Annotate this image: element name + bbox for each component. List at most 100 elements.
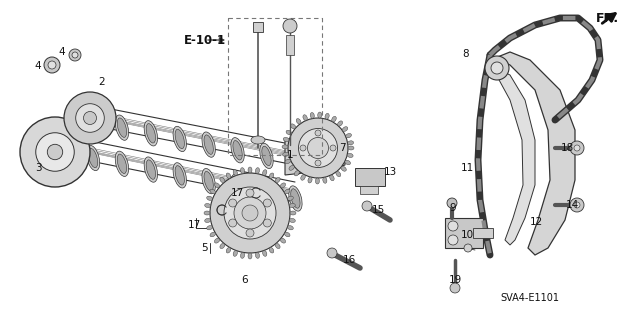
Ellipse shape: [88, 112, 98, 132]
Text: 4: 4: [35, 61, 42, 71]
Ellipse shape: [205, 204, 211, 208]
Ellipse shape: [290, 211, 296, 215]
Text: 2: 2: [99, 77, 106, 87]
Circle shape: [464, 244, 472, 252]
Ellipse shape: [233, 141, 242, 160]
Ellipse shape: [220, 177, 225, 183]
Circle shape: [491, 62, 503, 74]
Circle shape: [315, 130, 321, 136]
Ellipse shape: [289, 204, 295, 208]
Ellipse shape: [287, 226, 293, 230]
Ellipse shape: [341, 166, 346, 171]
Ellipse shape: [233, 177, 242, 197]
Circle shape: [76, 104, 104, 132]
Circle shape: [327, 248, 337, 258]
Ellipse shape: [336, 171, 340, 177]
Ellipse shape: [144, 121, 157, 146]
Ellipse shape: [289, 186, 302, 211]
Ellipse shape: [285, 159, 291, 164]
Text: 17: 17: [230, 188, 244, 198]
Ellipse shape: [269, 173, 274, 179]
Ellipse shape: [284, 232, 290, 237]
Text: 11: 11: [460, 163, 474, 173]
Text: FR.: FR.: [595, 11, 619, 25]
Text: 19: 19: [449, 275, 461, 285]
Text: 16: 16: [342, 255, 356, 265]
Circle shape: [69, 49, 81, 61]
Text: 17: 17: [188, 220, 200, 230]
Circle shape: [447, 198, 457, 208]
Ellipse shape: [86, 145, 100, 171]
Ellipse shape: [204, 211, 210, 215]
Bar: [360, 186, 378, 194]
Circle shape: [300, 145, 306, 151]
Ellipse shape: [348, 146, 354, 150]
Ellipse shape: [286, 130, 292, 135]
Ellipse shape: [275, 243, 280, 249]
Ellipse shape: [291, 124, 296, 129]
Bar: [355, 168, 385, 186]
Ellipse shape: [262, 146, 271, 166]
Ellipse shape: [283, 137, 289, 142]
Ellipse shape: [284, 189, 290, 194]
Ellipse shape: [308, 177, 312, 183]
Polygon shape: [495, 52, 575, 255]
Ellipse shape: [316, 178, 319, 184]
Text: 14: 14: [565, 200, 579, 210]
Text: 18: 18: [561, 143, 573, 153]
Ellipse shape: [260, 143, 273, 168]
Text: 7: 7: [339, 143, 346, 153]
Ellipse shape: [220, 243, 225, 249]
Ellipse shape: [207, 226, 212, 230]
Ellipse shape: [214, 183, 220, 188]
Ellipse shape: [342, 127, 348, 131]
Ellipse shape: [303, 115, 307, 121]
Ellipse shape: [291, 152, 300, 171]
Circle shape: [64, 92, 116, 144]
Ellipse shape: [202, 132, 215, 157]
Text: 3: 3: [35, 163, 42, 173]
Bar: [445, 218, 483, 248]
Bar: [228, 18, 322, 155]
Circle shape: [448, 221, 458, 231]
Ellipse shape: [255, 252, 259, 258]
Circle shape: [217, 205, 227, 215]
Ellipse shape: [346, 133, 351, 138]
Bar: [286, 35, 294, 55]
Ellipse shape: [86, 109, 100, 135]
Circle shape: [224, 187, 276, 239]
Circle shape: [36, 133, 74, 171]
Text: 1: 1: [287, 150, 293, 160]
Ellipse shape: [204, 171, 213, 191]
Ellipse shape: [251, 136, 265, 144]
Bar: [473, 228, 493, 238]
Circle shape: [298, 129, 337, 167]
Ellipse shape: [173, 163, 186, 188]
Circle shape: [263, 219, 271, 227]
Circle shape: [574, 202, 580, 208]
Circle shape: [263, 199, 271, 207]
Ellipse shape: [241, 168, 244, 174]
Ellipse shape: [325, 113, 329, 119]
Ellipse shape: [347, 153, 353, 158]
Ellipse shape: [283, 152, 289, 156]
Text: 13: 13: [383, 167, 397, 177]
Text: 8: 8: [463, 49, 469, 59]
Circle shape: [450, 283, 460, 293]
Ellipse shape: [115, 151, 129, 176]
Circle shape: [228, 219, 237, 227]
Ellipse shape: [296, 119, 301, 124]
Ellipse shape: [289, 219, 295, 223]
Circle shape: [288, 118, 348, 178]
Ellipse shape: [289, 149, 302, 174]
Circle shape: [485, 56, 509, 80]
Text: 15: 15: [371, 205, 385, 215]
Ellipse shape: [210, 189, 216, 194]
Ellipse shape: [317, 112, 322, 118]
Ellipse shape: [301, 174, 305, 180]
Circle shape: [48, 61, 56, 69]
Circle shape: [574, 145, 580, 151]
Text: 6: 6: [242, 275, 248, 285]
Ellipse shape: [248, 253, 252, 259]
Circle shape: [44, 57, 60, 73]
